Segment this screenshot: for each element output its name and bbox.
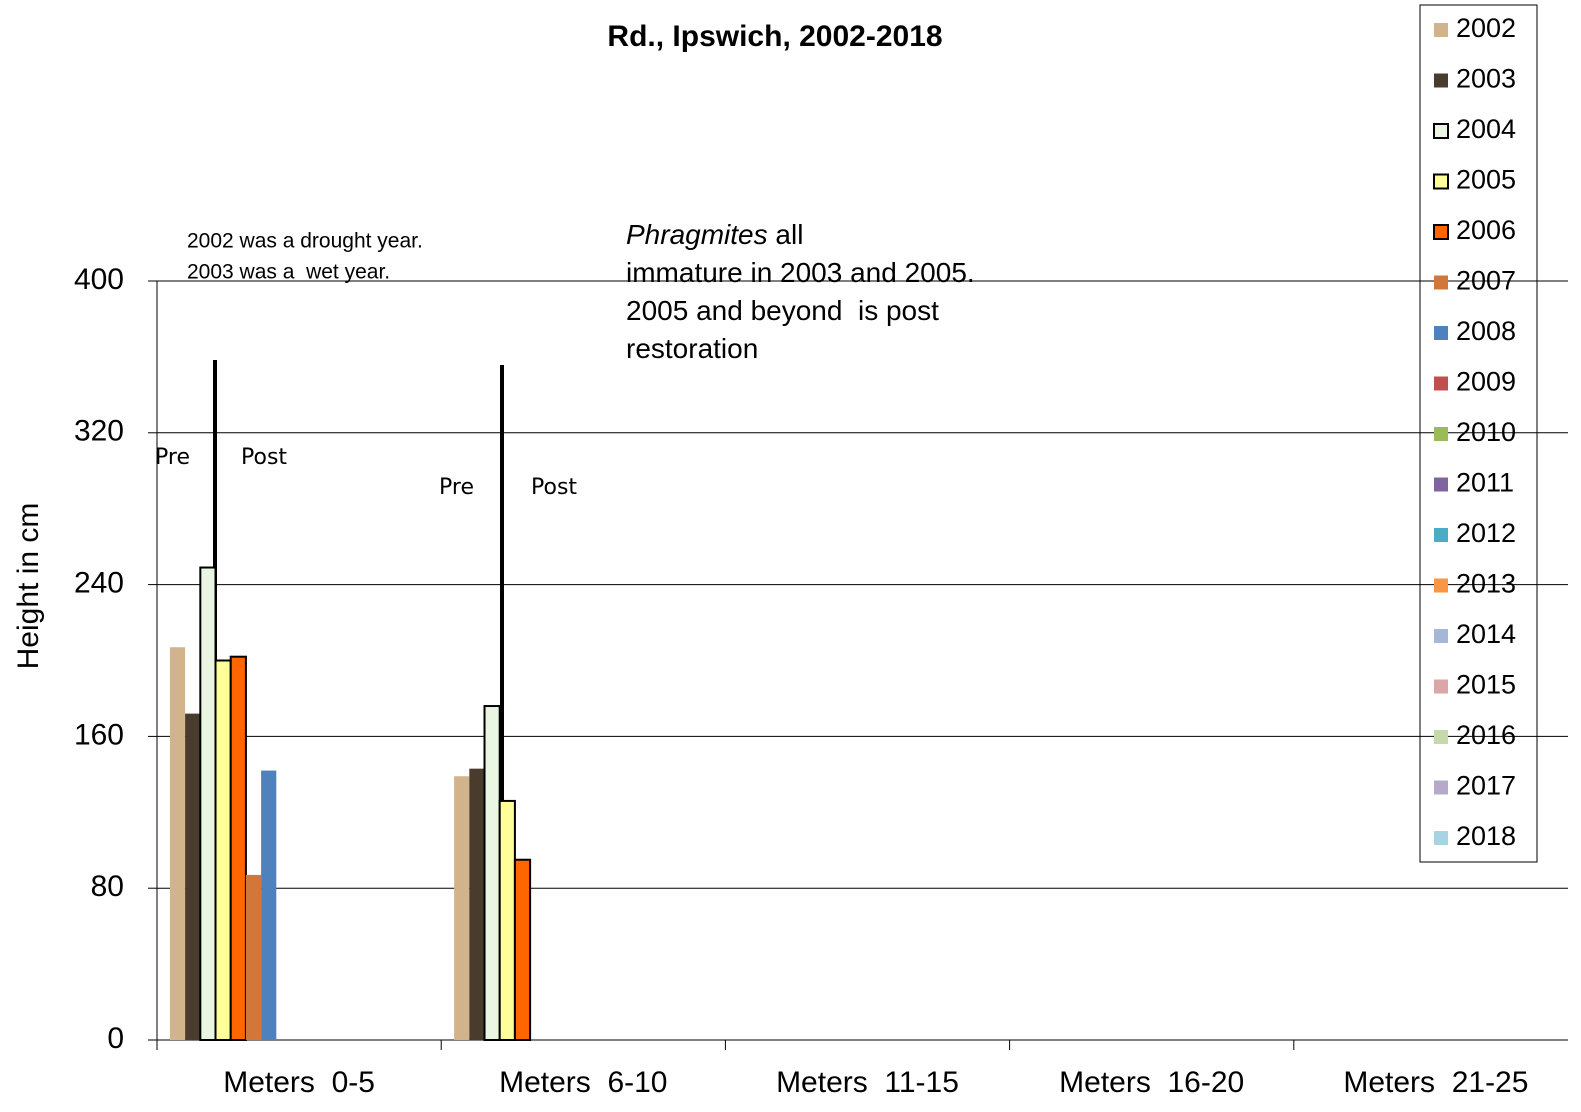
x-tick-label: Meters 11-15 [776, 1066, 959, 1099]
x-tick-label: Meters 16-20 [1059, 1066, 1244, 1099]
legend-swatch [1434, 831, 1448, 845]
legend-swatch [1434, 427, 1448, 441]
annotation: Phragmites all [626, 219, 803, 250]
bar [513, 858, 532, 1041]
annotation: 2005 and beyond is post [626, 295, 939, 326]
annotation: restoration [626, 333, 758, 364]
legend-label: 2010 [1456, 417, 1516, 447]
legend-label: 2002 [1456, 13, 1516, 43]
legend-swatch [1434, 528, 1448, 542]
bar [214, 659, 232, 1041]
annotation: 2002 was a drought year. [187, 230, 423, 253]
legend-swatch [1434, 477, 1448, 492]
annotation-part: immature in 2003 and 2005. [626, 257, 975, 288]
bar [454, 776, 470, 1040]
legend-label: 2017 [1456, 771, 1516, 801]
annotation-part: restoration [626, 333, 758, 364]
annotation: Pre [439, 475, 474, 500]
legend-swatch [1434, 275, 1448, 290]
chart-title: Rd., Ipswich, 2002-2018 [607, 20, 942, 53]
legend-swatch [1433, 224, 1449, 240]
annotation: Post [241, 445, 287, 470]
y-tick-label: 240 [74, 567, 124, 600]
legend-label: 2014 [1456, 619, 1516, 649]
annotation: immature in 2003 and 2005. [626, 257, 975, 288]
legend-swatch [1434, 730, 1448, 744]
bar [245, 874, 262, 1040]
bar [229, 655, 247, 1042]
x-tick-label: Meters 6-10 [499, 1066, 667, 1099]
legend-label: 2003 [1456, 64, 1516, 94]
legend-swatch [1433, 123, 1449, 139]
bar [199, 566, 217, 1042]
annotation-part: Phragmites [626, 219, 768, 250]
y-tick-label: 400 [74, 263, 124, 296]
legend-swatch [1434, 23, 1448, 37]
y-tick-label: 80 [91, 870, 124, 903]
y-tick-label: 160 [74, 718, 124, 751]
legend-label: 2015 [1456, 670, 1516, 700]
bar [185, 713, 201, 1040]
legend-label: 2004 [1456, 114, 1516, 144]
x-tick-label: Meters 0-5 [223, 1066, 375, 1099]
bar [261, 770, 277, 1040]
legend-label: 2009 [1456, 367, 1516, 397]
bar [169, 647, 186, 1040]
legend-swatch [1434, 578, 1448, 593]
annotation: Post [531, 475, 577, 500]
annotation: Pre [155, 445, 190, 470]
bar [498, 799, 516, 1041]
legend-label: 2013 [1456, 569, 1516, 599]
y-tick-label: 0 [107, 1022, 124, 1055]
legend-label: 2005 [1456, 165, 1516, 195]
legend-swatch [1434, 629, 1448, 643]
annotation-part: all [768, 219, 804, 250]
legend-label: 2006 [1456, 215, 1516, 245]
legend-swatch [1434, 376, 1448, 391]
legend-swatch [1434, 780, 1448, 795]
annotation: 2003 was a wet year. [187, 261, 390, 284]
legend-label: 2016 [1456, 720, 1516, 750]
legend-label: 2007 [1456, 266, 1516, 296]
x-tick-label: Meters 21-25 [1343, 1066, 1528, 1099]
bar [469, 768, 485, 1040]
annotation-part: 2005 and beyond is post [626, 295, 939, 326]
legend-swatch [1434, 326, 1448, 340]
legend-label: 2012 [1456, 518, 1516, 548]
legend-swatch [1433, 173, 1449, 190]
bar [483, 705, 501, 1041]
legend-swatch [1434, 679, 1448, 694]
legend-label: 2011 [1456, 468, 1514, 498]
legend-swatch [1434, 73, 1448, 88]
legend-label: 2018 [1456, 821, 1516, 851]
y-tick-label: 320 [74, 415, 124, 448]
y-axis-label: Height in cm [12, 503, 45, 670]
legend-label: 2008 [1456, 316, 1516, 346]
